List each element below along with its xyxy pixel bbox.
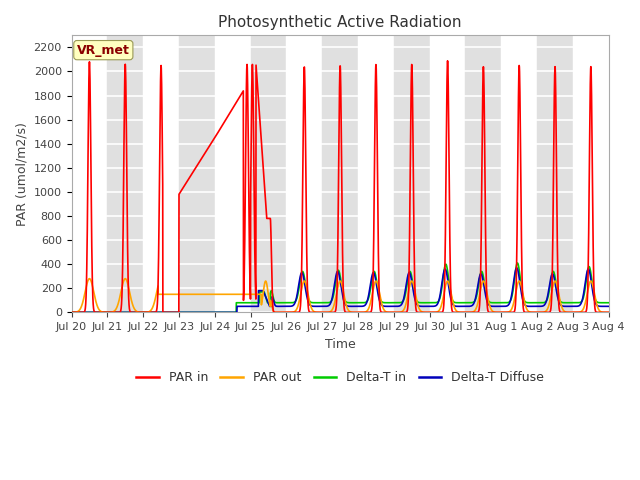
Delta-T in [161,310,168,315]
Delta-T in [537,300,545,306]
PAR in [274,310,282,315]
Text: VR_met: VR_met [77,44,130,57]
Bar [179,36,215,312]
PAR out [161,291,169,297]
PAR in [161,310,169,315]
Bar [501,36,537,312]
Delta-T in [605,300,612,306]
Delta-T in [595,300,602,305]
PAR in [605,310,612,315]
Line: PAR in: PAR in [72,61,609,312]
PAR out [298,288,305,294]
PAR out [282,310,290,315]
Delta-T Diffuse [161,310,168,315]
PAR in [297,293,305,299]
PAR out [68,310,76,315]
Delta-T in [297,274,305,279]
PAR in [129,310,136,315]
PAR in [159,310,167,315]
Bar [251,36,287,312]
Bar [465,36,501,312]
Bar [72,36,108,312]
Bar [429,36,465,312]
Bar [322,36,358,312]
Delta-T in [274,300,282,306]
Bar [215,36,251,312]
Delta-T Diffuse [605,303,612,309]
PAR out [86,276,93,282]
Delta-T in [129,310,136,315]
Bar [537,36,573,312]
PAR in [444,58,451,64]
Delta-T in [513,260,521,266]
Line: PAR out: PAR out [72,279,609,312]
Delta-T Diffuse [595,303,602,309]
PAR out [605,310,612,315]
PAR in [537,310,545,315]
Delta-T in [68,310,76,315]
X-axis label: Time: Time [324,337,355,351]
Bar [358,36,394,312]
Line: Delta-T in: Delta-T in [72,263,609,312]
Delta-T Diffuse [129,310,136,315]
Legend: PAR in, PAR out, Delta-T in, Delta-T Diffuse: PAR in, PAR out, Delta-T in, Delta-T Dif… [131,366,549,389]
Delta-T Diffuse [513,265,520,271]
Bar [108,36,143,312]
Delta-T Diffuse [274,303,282,309]
Delta-T Diffuse [68,310,76,315]
Delta-T Diffuse [297,271,305,277]
Bar [573,36,609,312]
PAR in [595,310,602,315]
Line: Delta-T Diffuse: Delta-T Diffuse [72,268,609,312]
PAR out [129,303,137,309]
Y-axis label: PAR (umol/m2/s): PAR (umol/m2/s) [15,122,28,226]
Bar [287,36,322,312]
PAR out [537,310,545,315]
Title: Photosynthetic Active Radiation: Photosynthetic Active Radiation [218,15,462,30]
Bar [143,36,179,312]
Bar [394,36,429,312]
PAR in [68,310,76,315]
Delta-T Diffuse [537,303,545,309]
PAR out [274,310,282,315]
PAR out [595,306,602,312]
